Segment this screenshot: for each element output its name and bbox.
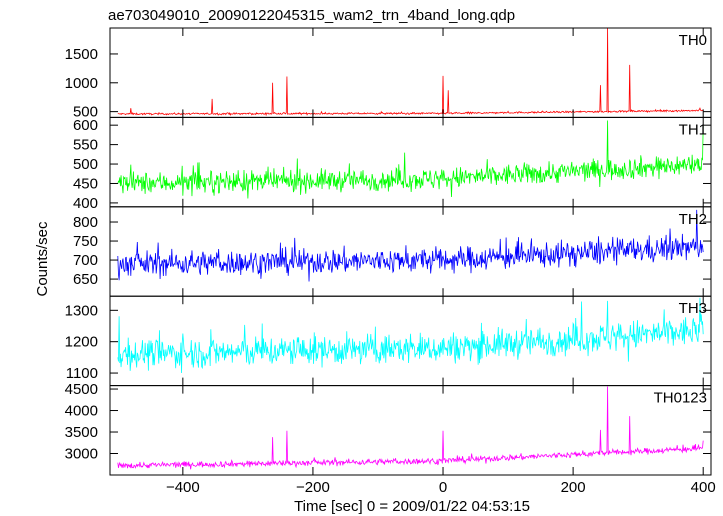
y-tick-label: 650	[73, 271, 98, 288]
x-tick-label: 200	[561, 479, 586, 496]
y-axis-label: Counts/sec	[34, 221, 51, 297]
panel-label: TH0	[679, 32, 707, 49]
panel-th3: 1100 1200 1300 TH3	[65, 295, 712, 387]
series-line-th2	[117, 209, 704, 282]
panel-th2: 650 700 750 800 TH2	[73, 206, 712, 297]
y-tick-label: 700	[73, 252, 98, 269]
y-tick-label: 3500	[65, 424, 98, 441]
y-tick-label: 750	[73, 233, 98, 250]
panel-label: TH0123	[654, 390, 707, 407]
y-tick-label: 800	[73, 214, 98, 231]
y-tick-label: 1300	[65, 302, 98, 319]
y-tick-label: 1200	[65, 334, 98, 351]
y-tick-label: 600	[73, 117, 98, 134]
y-tick-label: 4000	[65, 403, 98, 420]
y-tick-label: 3000	[65, 446, 98, 463]
y-tick-label: 4500	[65, 381, 98, 398]
y-tick-label: 1000	[65, 75, 98, 92]
y-tick-label: 550	[73, 137, 98, 154]
x-tick-label: 0	[439, 479, 447, 496]
y-tick-label: 1500	[65, 46, 98, 63]
x-tick-label: 400	[691, 479, 716, 496]
panel-th0: 500 1000 1500 TH0	[65, 27, 712, 121]
panel-label: TH2	[679, 211, 707, 228]
panel-frame	[109, 116, 712, 208]
panel-th1: 400 450 500 550 600 TH1	[73, 116, 712, 212]
y-tick-label: 1100	[66, 365, 98, 382]
y-tick-label: 450	[73, 175, 98, 192]
series-line-th0	[117, 27, 704, 117]
x-tick-label: −400	[166, 479, 200, 496]
x-tick-label: −200	[296, 479, 330, 496]
x-axis-label: Time [sec] 0 = 2009/01/22 04:53:15	[294, 498, 530, 515]
series-line-th1	[117, 120, 704, 199]
chart-title: ae703049010_20090122045315_wam2_trn_4ban…	[108, 7, 515, 24]
panel-label: TH1	[679, 121, 707, 138]
y-tick-label: 500	[73, 104, 98, 121]
panel-th0123: 3000 3500 4000 4500 TH0123	[65, 381, 712, 476]
series-line-th3	[117, 297, 704, 374]
panels-group: 500 1000 1500 TH0 400 450 500 550 600 TH1 650 700 75…	[65, 27, 716, 496]
series-line-th0123	[117, 386, 704, 470]
y-tick-label: 400	[73, 195, 98, 212]
panel-frame	[109, 385, 712, 476]
panel-label: TH3	[679, 300, 707, 317]
panel-frame	[109, 206, 712, 297]
panel-frame	[109, 27, 712, 118]
y-tick-label: 500	[73, 156, 98, 173]
